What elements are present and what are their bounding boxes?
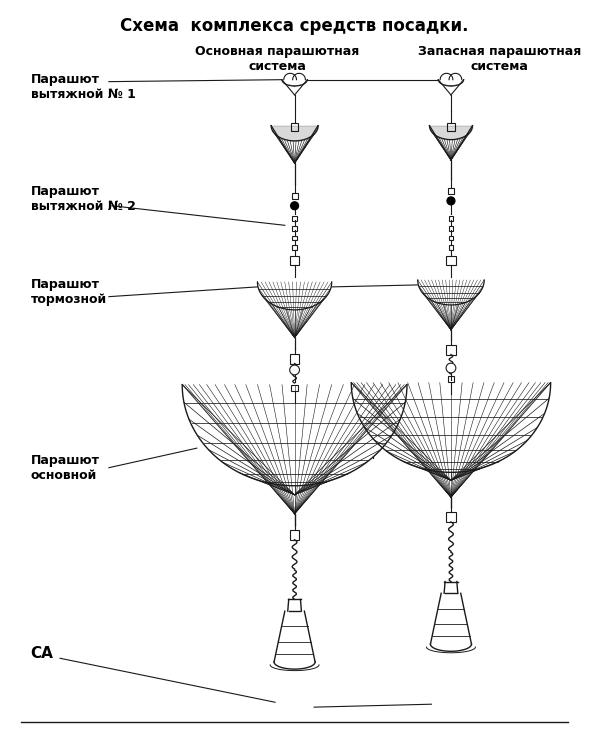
- Text: Основная парашютная
система: Основная парашютная система: [195, 46, 359, 74]
- Text: Парашют
вытяжной № 1: Парашют вытяжной № 1: [31, 73, 136, 101]
- Bar: [290, 123, 298, 131]
- Bar: [449, 245, 454, 250]
- Circle shape: [290, 365, 299, 375]
- Bar: [292, 236, 297, 241]
- Text: Схема  комплекса средств посадки.: Схема комплекса средств посадки.: [121, 17, 469, 35]
- Bar: [290, 530, 299, 539]
- Bar: [449, 216, 454, 221]
- Bar: [446, 255, 456, 266]
- Text: СА: СА: [31, 646, 53, 661]
- Bar: [292, 226, 297, 230]
- Bar: [292, 216, 297, 221]
- Bar: [449, 226, 454, 230]
- Circle shape: [446, 363, 456, 373]
- Text: Парашют
тормозной: Парашют тормозной: [31, 277, 107, 305]
- Text: Запасная парашютная
система: Запасная парашютная система: [418, 46, 581, 74]
- Bar: [292, 193, 298, 199]
- Bar: [290, 354, 299, 364]
- Bar: [446, 512, 456, 522]
- Circle shape: [447, 197, 455, 205]
- Bar: [448, 188, 454, 194]
- Circle shape: [290, 202, 298, 210]
- Bar: [291, 384, 298, 392]
- Bar: [448, 375, 454, 383]
- Bar: [290, 255, 299, 266]
- Bar: [449, 236, 454, 241]
- Bar: [447, 123, 455, 131]
- Bar: [292, 245, 297, 250]
- Text: Парашют
вытяжной № 2: Парашют вытяжной № 2: [31, 185, 136, 213]
- Text: Парашют
основной: Парашют основной: [31, 453, 100, 481]
- Bar: [446, 344, 456, 355]
